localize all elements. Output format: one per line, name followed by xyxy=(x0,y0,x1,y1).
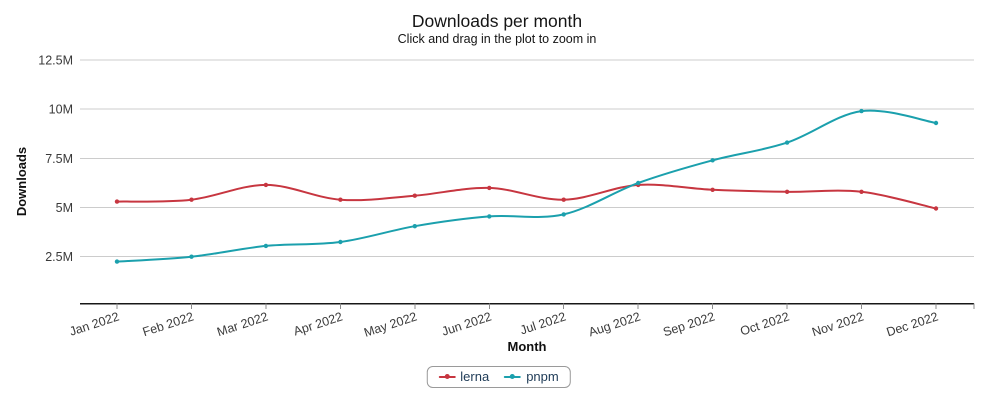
legend: lerna pnpm xyxy=(426,366,571,388)
data-point-pnpm-1[interactable] xyxy=(189,254,194,259)
pnpm-series-marker-icon xyxy=(504,372,522,381)
data-point-lerna-9[interactable] xyxy=(784,189,790,194)
data-point-pnpm-6[interactable] xyxy=(561,212,566,217)
legend-item-pnpm[interactable]: pnpm xyxy=(504,369,559,384)
data-point-pnpm-0[interactable] xyxy=(114,259,120,264)
data-point-lerna-8[interactable] xyxy=(710,187,715,192)
x-tick-label: Mar 2022 xyxy=(215,310,270,340)
data-point-lerna-11[interactable] xyxy=(933,206,939,211)
x-tick-label: Feb 2022 xyxy=(141,310,196,340)
x-axis-title: Month xyxy=(508,339,547,354)
data-point-pnpm-4[interactable] xyxy=(412,224,417,229)
x-axis: Jan 2022 Feb 2022 Mar 2022 Apr 2022 May 2022… xyxy=(68,302,975,340)
series-line-pnpm[interactable] xyxy=(116,109,937,263)
y-tick-label: 5M xyxy=(56,201,73,215)
x-tick-label: May 2022 xyxy=(362,310,419,340)
data-point-lerna-4[interactable] xyxy=(412,193,417,198)
data-point-pnpm-8[interactable] xyxy=(710,158,715,163)
x-tick-label: Nov 2022 xyxy=(810,310,865,340)
y-axis-title: Downloads xyxy=(14,147,29,216)
y-tick-label: 10M xyxy=(49,103,73,117)
data-point-lerna-3[interactable] xyxy=(338,197,343,202)
data-point-pnpm-3[interactable] xyxy=(338,239,343,245)
data-point-lerna-1[interactable] xyxy=(189,197,194,202)
data-point-lerna-2[interactable] xyxy=(263,182,269,188)
data-point-lerna-5[interactable] xyxy=(487,185,492,191)
x-tick-label: Sep 2022 xyxy=(661,310,716,340)
x-tick-label: Jul 2022 xyxy=(518,310,567,338)
chart-subtitle: Click and drag in the plot to zoom in xyxy=(398,32,597,46)
legend-label-pnpm: pnpm xyxy=(526,369,559,384)
data-point-pnpm-9[interactable] xyxy=(784,140,790,145)
x-tick-label: Jan 2022 xyxy=(68,310,121,339)
chart-title: Downloads per month xyxy=(412,11,582,31)
y-tick-label: 2.5M xyxy=(45,250,73,264)
x-tick-label: Jun 2022 xyxy=(440,310,493,339)
x-tick-label: Dec 2022 xyxy=(885,310,940,340)
x-tick-label: Aug 2022 xyxy=(587,310,642,340)
x-tick-label: Oct 2022 xyxy=(738,310,791,339)
legend-label-lerna: lerna xyxy=(460,369,490,384)
data-point-lerna-6[interactable] xyxy=(561,197,566,202)
y-tick-label: 7.5M xyxy=(45,152,73,166)
gridlines: 2.5M 5M 7.5M 10M 12.5M xyxy=(38,54,974,264)
data-point-pnpm-5[interactable] xyxy=(487,214,492,219)
plot-area[interactable] xyxy=(80,52,974,304)
data-point-lerna-0[interactable] xyxy=(114,199,120,204)
data-point-pnpm-11[interactable] xyxy=(933,120,939,126)
x-tick-label: Apr 2022 xyxy=(292,310,345,339)
series-line-lerna[interactable] xyxy=(116,183,937,210)
y-tick-label: 12.5M xyxy=(38,54,73,68)
data-point-pnpm-10[interactable] xyxy=(859,108,864,114)
data-point-pnpm-2[interactable] xyxy=(263,243,269,249)
legend-item-lerna[interactable]: lerna xyxy=(438,369,489,384)
series-lines xyxy=(114,108,939,264)
data-point-lerna-10[interactable] xyxy=(859,189,864,194)
lerna-series-marker-icon xyxy=(438,372,456,381)
data-point-pnpm-7[interactable] xyxy=(636,180,641,186)
